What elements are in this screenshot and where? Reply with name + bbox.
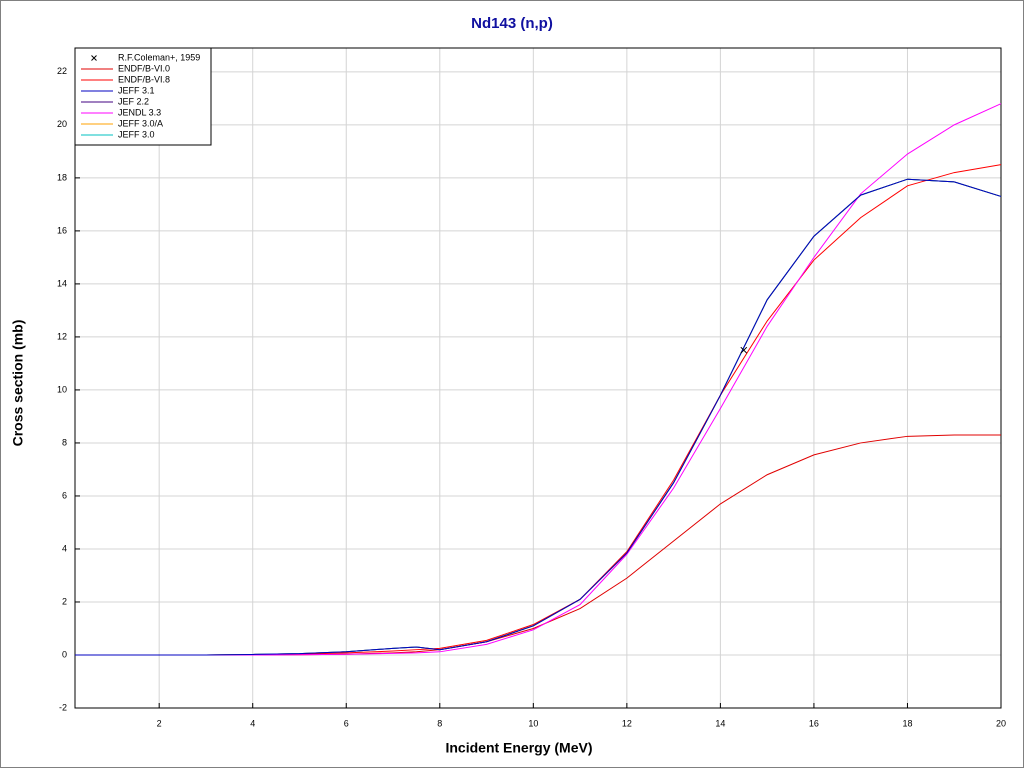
y-tick-label: 12 xyxy=(57,331,67,341)
legend-box xyxy=(74,47,212,146)
x-tick-label: 10 xyxy=(528,718,538,728)
legend-label: ENDF/B-VI.8 xyxy=(118,74,170,84)
series-line xyxy=(75,178,1002,656)
x-tick-label: 4 xyxy=(250,718,255,728)
x-tick-label: 18 xyxy=(902,718,912,728)
y-tick-label: 14 xyxy=(57,278,67,288)
x-tick-label: 8 xyxy=(437,718,442,728)
x-tick-label: 16 xyxy=(809,718,819,728)
legend-marker xyxy=(91,55,97,61)
x-tick-label: 2 xyxy=(157,718,162,728)
legend-label: JENDL 3.3 xyxy=(118,107,161,117)
y-tick-label: 6 xyxy=(62,490,67,500)
x-tick-label: 14 xyxy=(715,718,725,728)
y-tick-label: 8 xyxy=(62,437,67,447)
plot-area xyxy=(74,47,1002,709)
x-tick-label: 6 xyxy=(344,718,349,728)
legend-label: JEF 2.2 xyxy=(118,96,149,106)
y-tick-label: 20 xyxy=(57,119,67,129)
legend-label: JEFF 3.0/A xyxy=(118,118,163,128)
y-tick-label: 10 xyxy=(57,384,67,394)
chart-title: Nd143 (n,p) xyxy=(471,15,553,32)
legend-label: JEFF 3.0 xyxy=(118,129,155,139)
legend-label: ENDF/B-VI.0 xyxy=(118,63,170,73)
y-tick-label: 18 xyxy=(57,172,67,182)
y-tick-label: 4 xyxy=(62,543,67,553)
y-tick-label: 22 xyxy=(57,66,67,76)
y-tick-label: 2 xyxy=(62,596,67,606)
y-tick-label: -2 xyxy=(59,702,67,712)
x-tick-label: 20 xyxy=(996,718,1006,728)
y-axis-label: Cross section (mb) xyxy=(10,320,26,447)
y-tick-label: 0 xyxy=(62,649,67,659)
data-point xyxy=(740,346,748,354)
x-tick-label: 12 xyxy=(622,718,632,728)
x-axis-label: Incident Energy (MeV) xyxy=(445,740,592,756)
legend-label: JEFF 3.1 xyxy=(118,85,155,95)
y-tick-label: 16 xyxy=(57,225,67,235)
legend-label: R.F.Coleman+, 1959 xyxy=(118,52,200,62)
